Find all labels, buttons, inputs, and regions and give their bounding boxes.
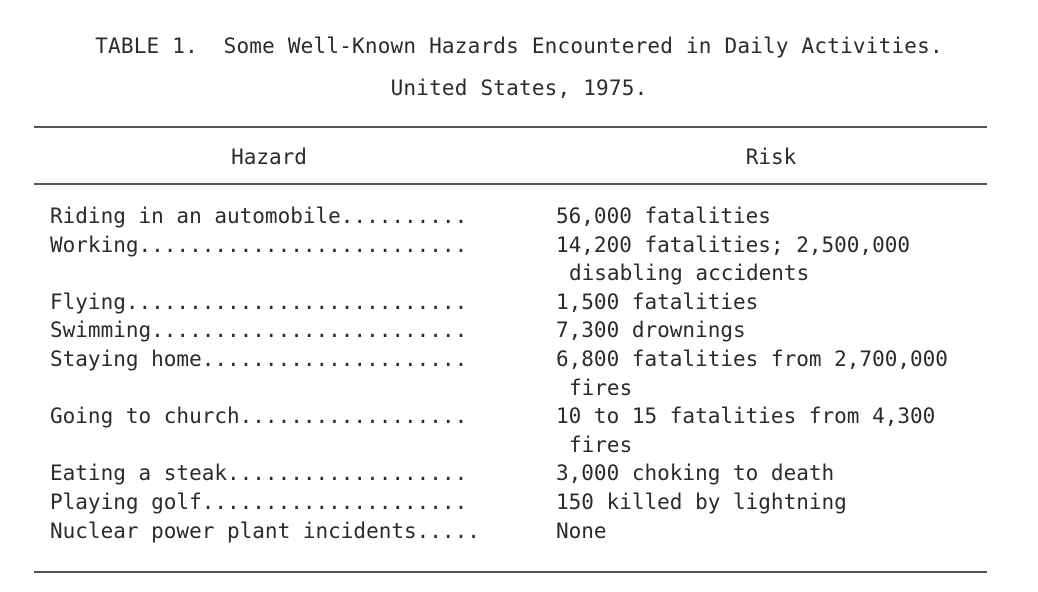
risk-line-continued: disabling accidents	[569, 261, 810, 286]
risk-line: 14,200 fatalities; 2,500,000	[556, 232, 911, 257]
table-row: Nuclear power plant incidents..... None	[50, 517, 1010, 546]
top-rule	[34, 126, 987, 128]
risk-line: 7,300 drownings	[556, 318, 746, 343]
hazard-cell: Eating a steak...................	[50, 461, 468, 486]
hazard-cell: Going to church..................	[50, 404, 468, 429]
table-row: Eating a steak................... 3,000 c…	[50, 459, 1010, 488]
risk-cell: None	[556, 517, 1006, 546]
hazard-cell: Working..........................	[50, 232, 468, 257]
risk-line: None	[556, 518, 607, 543]
table-row: Flying........................... 1,500 f…	[50, 288, 1010, 317]
hazard-cell: Staying home.....................	[50, 346, 468, 371]
risk-line: 3,000 choking to death	[556, 461, 835, 486]
header-rule	[34, 183, 987, 185]
risk-line: 56,000 fatalities	[556, 204, 771, 228]
table-row: Riding in an automobile.......... 56,000 …	[50, 202, 1010, 231]
risk-cell: 3,000 choking to death	[556, 459, 1006, 488]
risk-cell: 14,200 fatalities; 2,500,000 disabling ac…	[556, 231, 1006, 288]
risk-cell: 6,800 fatalities from 2,700,000 fires	[556, 345, 1006, 402]
hazard-cell: Riding in an automobile..........	[50, 204, 468, 228]
table-row: Going to church.................. 10 to 1…	[50, 402, 1010, 459]
risk-cell: 7,300 drownings	[556, 316, 1006, 345]
risk-line-continued: fires	[569, 432, 633, 457]
risk-line: 6,800 fatalities from 2,700,000	[556, 346, 948, 371]
hazard-cell: Swimming.........................	[50, 318, 468, 343]
risk-line-continued: fires	[569, 375, 633, 400]
risk-cell: 10 to 15 fatalities from 4,300 fires	[556, 402, 1006, 459]
risk-line: 10 to 15 fatalities from 4,300	[556, 404, 936, 429]
column-header-hazard: Hazard	[231, 145, 307, 169]
risk-line: 150 killed by lightning	[556, 489, 847, 514]
risk-cell: 150 killed by lightning	[556, 488, 1006, 517]
hazard-cell: Playing golf.....................	[50, 489, 468, 514]
hazard-cell: Flying...........................	[50, 289, 468, 314]
bottom-rule	[34, 571, 987, 573]
table-caption-subtitle: United States, 1975.	[390, 76, 648, 100]
risk-cell: 1,500 fatalities	[556, 288, 1006, 317]
table-row: Working.......................... 14,200 …	[50, 231, 1010, 288]
hazard-cell: Nuclear power plant incidents.....	[50, 518, 480, 543]
table-row: Playing golf..................... 150 kil…	[50, 488, 1010, 517]
table-body: Riding in an automobile.......... 56,000 …	[50, 202, 1010, 545]
table-caption-title: TABLE 1. Some Well-Known Hazards Encount…	[95, 34, 943, 58]
risk-cell: 56,000 fatalities	[556, 202, 1006, 231]
table-row: Swimming......................... 7,300 d…	[50, 316, 1010, 345]
table-row: Staying home..................... 6,800 f…	[50, 345, 1010, 402]
risk-line: 1,500 fatalities	[556, 289, 759, 314]
column-header-risk: Risk	[745, 145, 797, 169]
